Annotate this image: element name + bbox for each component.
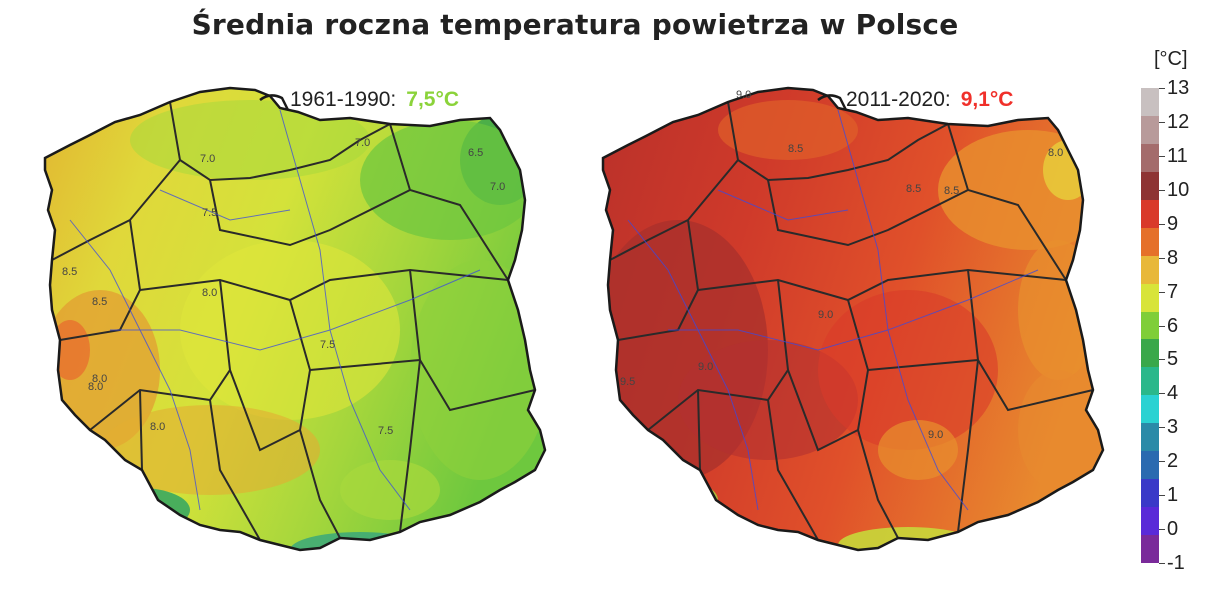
legend-tick-label: 3 <box>1167 416 1179 439</box>
legend-tick <box>1159 291 1165 293</box>
isotherm-label: 8.5 <box>944 185 959 197</box>
rivers <box>627 109 1039 511</box>
period-label-1961-1990: 1961-1990: 7,5°C <box>290 88 459 112</box>
isotherm-label: 8.0 <box>92 373 107 385</box>
legend-color-segment <box>1141 171 1159 201</box>
legend-tick-label: 2 <box>1167 450 1179 473</box>
isotherm-label: 9.0 <box>698 361 713 373</box>
isotherm-label: 7.0 <box>355 137 370 149</box>
legend-tick-label: 5 <box>1167 348 1179 371</box>
legend-color-segment <box>1141 255 1159 285</box>
legend-tick <box>1159 393 1165 395</box>
legend-unit: [°C] <box>1154 48 1188 70</box>
isotherm-label: 7.5 <box>202 207 217 219</box>
legend-tick <box>1159 427 1165 429</box>
legend-color-segment <box>1141 339 1159 368</box>
map-title: Średnia roczna temperatura powietrza w P… <box>191 8 959 41</box>
legend-tick <box>1159 563 1165 564</box>
isotherm-label: 7.5 <box>378 425 393 437</box>
map-1961-1990: 7.0 7.0 7.5 8.0 8.0 8.5 8.5 7.5 7.5 8.0 … <box>30 70 570 570</box>
isotherm-label: 8.5 <box>906 183 921 195</box>
legend-tick <box>1159 325 1165 327</box>
country-border <box>601 86 1105 552</box>
voivodeship-borders <box>609 101 1094 541</box>
isotherm-label: 9.0 <box>736 89 751 101</box>
isotherm-label: 9.0 <box>928 429 943 441</box>
legend-tick <box>1159 155 1165 157</box>
legend-color-segment <box>1141 423 1159 452</box>
legend-tick-label: 13 <box>1167 77 1190 99</box>
legend-color-segment <box>1141 143 1159 173</box>
legend-color-bar <box>1141 88 1159 564</box>
legend-color-segment <box>1141 479 1159 508</box>
legend-tick <box>1159 257 1165 259</box>
legend-color-segment <box>1141 535 1159 564</box>
legend-tick-label: 12 <box>1167 110 1190 133</box>
legend-color-segment <box>1141 283 1159 313</box>
legend-tick-label: 9 <box>1167 212 1179 235</box>
legend-tick-label: 8 <box>1167 246 1179 269</box>
legend-tick-label: 11 <box>1167 144 1188 167</box>
isotherm-label: 8.0 <box>88 381 103 393</box>
period-range: 1961-1990: <box>290 88 397 111</box>
legend-tick-label: 6 <box>1167 314 1179 337</box>
legend-tick <box>1159 223 1165 225</box>
isotherm-label: 9.5 <box>620 376 635 388</box>
legend-tick-label: 1 <box>1167 484 1179 507</box>
legend-tick-label: 4 <box>1167 382 1179 405</box>
isotherm-label: 7.5 <box>320 339 335 351</box>
legend-color-segment <box>1141 88 1159 117</box>
legend-tick <box>1159 359 1165 361</box>
legend-color-segment <box>1141 395 1159 424</box>
temperature-legend: [°C] 13 12 11 10 9 8 7 6 5 4 3 2 1 0 -1 <box>1130 48 1220 578</box>
isotherm-label: 7.0 <box>200 153 215 165</box>
legend-tick-label: -1 <box>1167 552 1185 574</box>
legend-tick <box>1159 121 1165 123</box>
period-label-2011-2020: 2011-2020: 9,1°C <box>846 88 1013 112</box>
rivers <box>69 109 481 511</box>
isotherm-label: 8.5 <box>92 296 107 308</box>
period-range: 2011-2020: <box>846 88 951 111</box>
legend-tick <box>1159 529 1165 531</box>
legend-tick <box>1159 88 1165 89</box>
legend-color-segment <box>1141 199 1159 229</box>
isotherm-label: 7.0 <box>490 181 505 193</box>
isotherm-labels: 9.0 8.5 8.5 8.0 8.5 9.5 9.0 9.0 9.0 <box>620 89 1063 441</box>
isotherm-label: 8.0 <box>202 287 217 299</box>
mean-temp-value: 7,5°C <box>406 88 460 111</box>
legend-tick <box>1159 495 1165 497</box>
poland-map-1961-1990: 7.0 7.0 7.5 8.0 8.0 8.5 8.5 7.5 7.5 8.0 … <box>43 86 547 552</box>
country-border <box>43 86 547 552</box>
isotherm-labels: 7.0 7.0 7.5 8.0 8.0 8.5 8.5 7.5 7.5 8.0 … <box>62 137 505 437</box>
legend-tick-label: 0 <box>1167 518 1179 541</box>
legend-color-segment <box>1141 451 1159 480</box>
poland-map-2011-2020: 9.0 8.5 8.5 8.0 8.5 9.5 9.0 9.0 9.0 <box>601 86 1105 552</box>
isotherm-label: 8.5 <box>788 143 803 155</box>
legend-color-segment <box>1141 311 1159 340</box>
isotherm-label: 8.5 <box>62 266 77 278</box>
isotherm-label: 9.0 <box>818 309 833 321</box>
map-2011-2020: 9.0 8.5 8.5 8.0 8.5 9.5 9.0 9.0 9.0 <box>588 70 1128 570</box>
legend-color-segment <box>1141 227 1159 257</box>
isotherm-label: 8.0 <box>1048 147 1063 159</box>
isotherm-label: 6.5 <box>468 147 483 159</box>
isotherm-label: 8.0 <box>150 421 165 433</box>
legend-tick-label: 7 <box>1167 280 1179 303</box>
legend-tick <box>1159 189 1165 191</box>
legend-tick-label: 10 <box>1167 178 1190 201</box>
legend-color-segment <box>1141 115 1159 145</box>
legend-color-segment <box>1141 507 1159 536</box>
mean-temp-value: 9,1°C <box>960 88 1014 111</box>
legend-tick <box>1159 461 1165 463</box>
legend-color-segment <box>1141 367 1159 396</box>
